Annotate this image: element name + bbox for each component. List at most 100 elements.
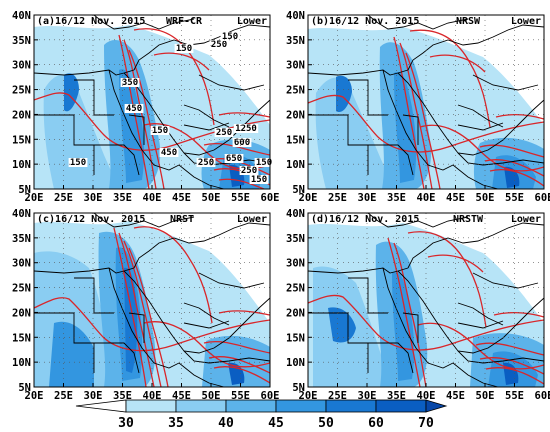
coastlines <box>33 212 271 388</box>
coastline <box>382 267 454 369</box>
contour-line <box>218 112 270 118</box>
coastline <box>457 104 504 128</box>
panel-title-right: Lower <box>511 16 541 27</box>
x-tick-label: 50E <box>476 390 495 402</box>
panel-title-left: (c)16/12 Nov. 2015 <box>37 214 145 225</box>
y-tick-label: 5N <box>18 382 31 394</box>
y-tick-label: 35N <box>12 233 31 245</box>
contour-lines <box>34 226 270 387</box>
y-tick-label: 15N <box>286 332 305 344</box>
contour-label-background <box>220 32 240 41</box>
colorbar-segment <box>125 399 177 413</box>
y-tick-label: 35N <box>286 233 305 245</box>
panel-d: 20E 25E 30E 35E 40E 45E 50E 55E 60E 5N 10N 15N 20N 2… <box>286 208 550 402</box>
y-tick-label: 30N <box>286 258 305 270</box>
contour-label: 650 <box>226 154 242 164</box>
contour-line <box>393 242 427 387</box>
y-tick-label: 35N <box>12 35 31 47</box>
y-tick-label: 10N <box>12 357 31 369</box>
contour-label: 150 <box>251 175 267 185</box>
colorbar-segment <box>375 399 427 413</box>
x-tick-label: 30E <box>84 390 103 402</box>
contour-line <box>118 232 155 387</box>
y-tick-label: 40N <box>12 208 31 220</box>
y-tick-label: 20N <box>12 307 31 319</box>
colorbar-label: 60 <box>368 416 384 431</box>
y-tick-label: 30N <box>286 60 305 72</box>
panel-a: 150 2501503504501504502501501250600650250… <box>12 10 279 204</box>
contour-label: 250 <box>198 158 214 168</box>
y-tick-label: 25N <box>12 283 31 295</box>
colorbar-label: 35 <box>168 416 184 431</box>
contour-label: 450 <box>161 148 177 158</box>
contour-line <box>409 29 491 128</box>
x-tick-label: 40E <box>143 192 162 204</box>
contour-line <box>493 311 544 318</box>
contour-label-background <box>150 126 170 135</box>
panel-c: 20E 25E 30E 35E 40E 45E 50E 55E 60E 5N 10N 15N 20N 2… <box>12 208 279 402</box>
contour-line <box>308 294 544 351</box>
coastline <box>367 14 469 30</box>
coastline <box>457 320 504 329</box>
contour-label: 150 <box>222 32 238 42</box>
coastline <box>34 312 95 373</box>
contour-label: 150 <box>176 44 192 54</box>
coastlines <box>307 14 545 190</box>
colorbar-high-arrow <box>425 399 448 413</box>
contour-line <box>405 52 441 189</box>
coastline <box>367 212 469 228</box>
contour-line <box>393 36 425 189</box>
y-axis: 5N 10N 15N 20N 25N 30N 35N 40N <box>286 208 312 394</box>
x-tick-label: 40E <box>417 192 436 204</box>
y-tick-label: 20N <box>286 307 305 319</box>
contour-line <box>113 227 147 387</box>
coastline <box>457 122 504 131</box>
grid-lines <box>308 213 544 387</box>
contour-label: 150 <box>152 126 168 136</box>
contour-label-background <box>68 158 88 167</box>
panel-title-center: WRF-CR <box>166 16 203 27</box>
grid-lines <box>34 213 270 387</box>
contour-line <box>128 49 165 189</box>
contour-label: 150 <box>256 158 272 168</box>
contour-line <box>427 254 484 273</box>
x-tick-label: 25E <box>54 192 73 204</box>
coastline <box>133 222 271 269</box>
y-tick-label: 20N <box>12 109 31 121</box>
contour-label-background <box>239 166 259 175</box>
y-tick-label: 40N <box>286 208 305 220</box>
contour-label-background <box>254 158 274 167</box>
y-tick-label: 10N <box>12 159 31 171</box>
y-tick-label: 5N <box>18 184 31 196</box>
coastline <box>183 320 230 329</box>
colorbar-label: 70 <box>418 416 434 431</box>
contour-label: 450 <box>126 104 142 114</box>
shading-lvl2 <box>315 77 394 189</box>
y-tick-label: 15N <box>286 134 305 146</box>
shading-lvl4 <box>119 69 145 183</box>
x-tick-label: 20E <box>299 192 318 204</box>
y-tick-label: 35N <box>286 35 305 47</box>
coastline <box>94 144 140 176</box>
coastlines <box>307 212 545 388</box>
coastline <box>368 144 414 176</box>
contour-label: 1250 <box>235 124 257 134</box>
y-tick-label: 15N <box>12 134 31 146</box>
contour-label: 250 <box>241 166 257 176</box>
colorbar-segment <box>275 399 327 413</box>
colorbar: 30 35 40 45 50 60 70 <box>75 399 448 431</box>
contour-label-background <box>174 44 194 53</box>
colorbar-segment <box>175 399 227 413</box>
coastline <box>93 14 195 30</box>
x-tick-label: 45E <box>172 192 191 204</box>
coastline <box>407 222 545 269</box>
contour-line <box>218 310 270 316</box>
colorbar-segment <box>225 399 277 413</box>
shading-lvl4 <box>394 71 417 183</box>
grid-lines <box>34 15 270 189</box>
coastline <box>382 69 454 171</box>
contour-line <box>133 226 213 324</box>
contour-labels: 150 2501503504501504502501501250600650250… <box>68 32 274 185</box>
x-tick-label: 25E <box>328 390 347 402</box>
panel-title-right: Lower <box>237 16 267 27</box>
